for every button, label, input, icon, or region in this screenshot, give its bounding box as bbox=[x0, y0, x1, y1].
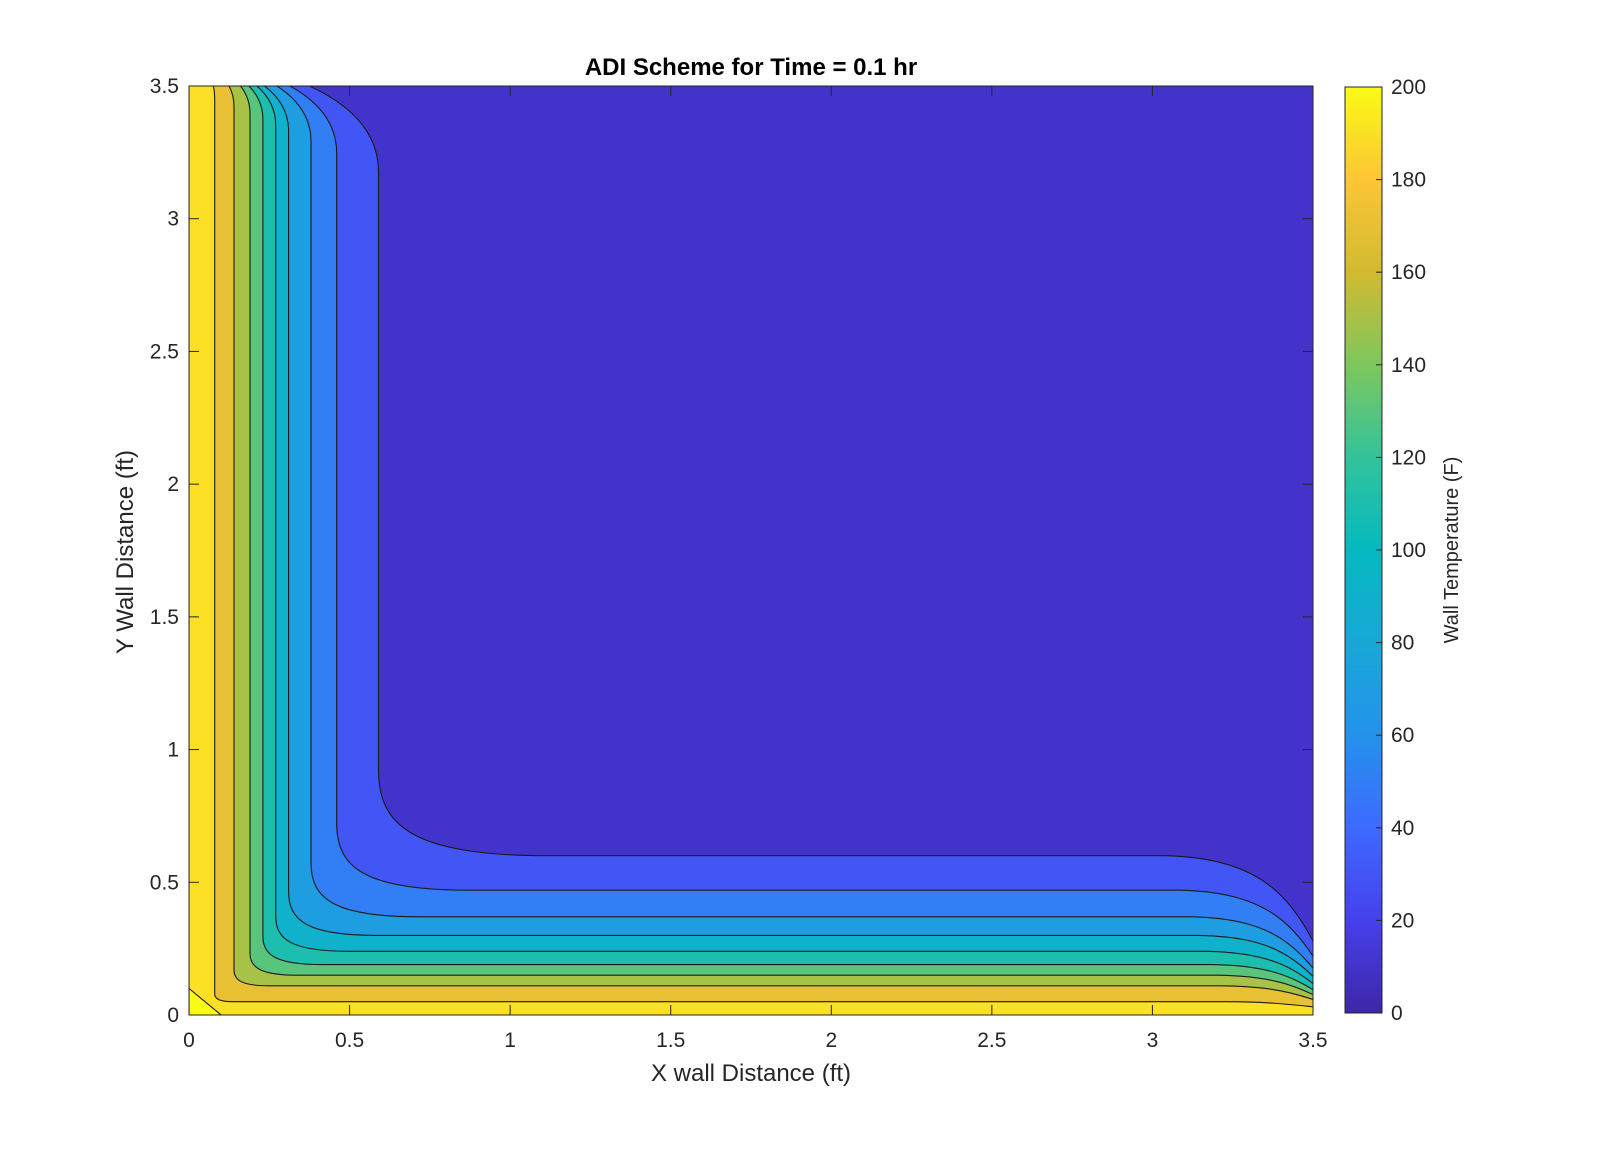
contour-band-180-200 bbox=[189, 86, 1313, 1015]
colorbar-tick-label: 180 bbox=[1391, 169, 1426, 192]
contour-band-140-160 bbox=[189, 86, 1313, 1015]
colorbar-tick-label: 100 bbox=[1391, 539, 1426, 562]
contour-band-80-100 bbox=[189, 86, 1313, 1015]
colorbar-tick-label: 120 bbox=[1391, 446, 1426, 469]
contour-band-160-180 bbox=[189, 86, 1313, 1015]
chart-title: ADI Scheme for Time = 0.1 hr bbox=[585, 54, 917, 81]
contour-band-100-120 bbox=[189, 86, 1313, 1015]
colorbar-gradient bbox=[1344, 86, 1383, 1014]
x-tick-label: 0 bbox=[183, 1029, 195, 1052]
y-tick-label: 3 bbox=[167, 208, 179, 231]
y-axis-label: Y Wall Distance (ft) bbox=[112, 450, 139, 654]
x-tick-label: 2 bbox=[825, 1029, 837, 1052]
colorbar-tick-label: 80 bbox=[1391, 632, 1414, 655]
y-tick-label: 2.5 bbox=[150, 340, 179, 363]
contour-band-120-140 bbox=[189, 86, 1313, 1015]
y-tick-label: 0 bbox=[167, 1004, 179, 1027]
plot-area bbox=[188, 85, 1314, 1016]
y-tick-label: 1 bbox=[167, 739, 179, 762]
plot-frame bbox=[188, 85, 1314, 1016]
x-tick-label: 1 bbox=[504, 1029, 516, 1052]
colorbar-tick-label: 40 bbox=[1391, 817, 1414, 840]
y-axis-ticks: 0 0.5 1 1.5 2 2.5 3 3.5 bbox=[150, 75, 1313, 1027]
colorbar-label: Wall Temperature (F) bbox=[1441, 457, 1463, 644]
x-tick-label: 2.5 bbox=[977, 1029, 1006, 1052]
x-tick-label: 3.5 bbox=[1298, 1029, 1327, 1052]
colorbar-tick-label: 0 bbox=[1391, 1002, 1403, 1025]
x-axis-ticks: 0 0.5 1 1.5 2 2.5 3 3.5 bbox=[183, 86, 1328, 1052]
colorbar: 0 20 40 60 80 100 120 140 160 180 200 bbox=[1344, 76, 1426, 1025]
y-tick-label: 1.5 bbox=[150, 606, 179, 629]
y-tick-label: 3.5 bbox=[150, 75, 179, 98]
colorbar-tick-label: 60 bbox=[1391, 724, 1414, 747]
colorbar-tick-label: 200 bbox=[1391, 76, 1426, 99]
x-axis-label: X wall Distance (ft) bbox=[651, 1060, 851, 1087]
x-tick-label: 1.5 bbox=[656, 1029, 685, 1052]
x-tick-label: 0.5 bbox=[335, 1029, 364, 1052]
x-tick-label: 3 bbox=[1147, 1029, 1159, 1052]
y-tick-label: 2 bbox=[167, 473, 179, 496]
colorbar-tick-label: 160 bbox=[1391, 261, 1426, 284]
y-tick-label: 0.5 bbox=[150, 871, 179, 894]
colorbar-tick-label: 140 bbox=[1391, 354, 1426, 377]
contour-band-corner bbox=[189, 987, 222, 1015]
colorbar-tick-label: 20 bbox=[1391, 909, 1414, 932]
